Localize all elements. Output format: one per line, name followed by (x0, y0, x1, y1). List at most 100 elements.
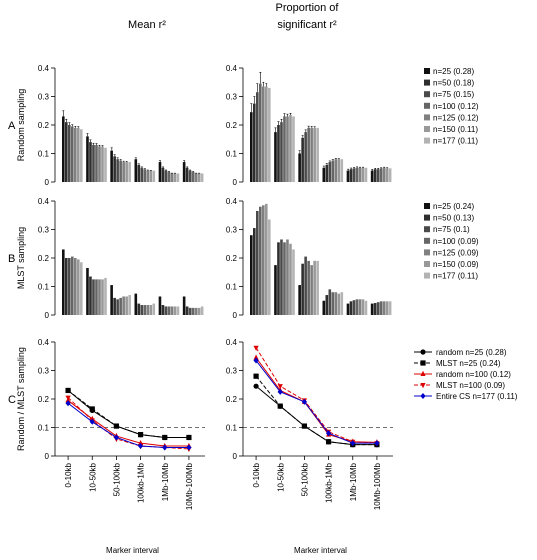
bar (125, 162, 128, 182)
y-tick-label: 0.4 (38, 197, 50, 206)
bar (143, 169, 147, 182)
bar (113, 156, 116, 182)
bar (283, 116, 286, 182)
bar (373, 169, 377, 182)
bar (337, 293, 341, 315)
bar (355, 167, 359, 182)
series-line (255, 357, 377, 443)
y-tick-label: 0 (45, 452, 50, 461)
y-tick-label: 0.3 (38, 93, 50, 102)
legend-label: n=50 (0.13) (433, 214, 474, 223)
bar (256, 92, 259, 182)
column-title-mean: Mean r² (128, 19, 166, 31)
bar (86, 136, 89, 182)
data-point (253, 345, 259, 351)
bar (104, 277, 107, 315)
x-tick-label: 0-10kb (252, 462, 261, 487)
bar (280, 122, 283, 182)
bar (376, 169, 380, 182)
bar (265, 203, 268, 315)
y-tick-label: 0.4 (38, 338, 50, 347)
bar (322, 300, 326, 315)
legend-label: n=75 (0.15) (433, 90, 474, 99)
data-point (253, 354, 259, 360)
bar (388, 168, 392, 182)
y-tick-label: 0.1 (38, 283, 50, 292)
bar (289, 243, 292, 315)
bar (268, 87, 271, 182)
x-tick-label: 10Mb-100Mb (185, 462, 194, 510)
bar (361, 299, 365, 315)
bar (352, 168, 356, 182)
bar (140, 167, 144, 182)
bar (256, 210, 259, 315)
data-point (325, 430, 332, 437)
data-point (65, 395, 71, 401)
bar (89, 142, 92, 182)
legend-swatch (424, 203, 430, 209)
bar (182, 162, 186, 182)
bar (98, 279, 101, 315)
legend-swatch (424, 272, 430, 279)
data-point (301, 423, 308, 429)
data-point (89, 418, 95, 425)
bar (92, 279, 95, 315)
data-point (325, 439, 332, 445)
legend-label: n=177 (0.11) (433, 137, 478, 146)
bar (361, 167, 365, 182)
bar (80, 129, 83, 182)
bar (250, 235, 253, 315)
bar (313, 127, 316, 182)
y-tick-label: 0 (233, 452, 238, 461)
legend-label: n=25 (0.24) (433, 202, 474, 211)
bar (262, 86, 265, 182)
bar (385, 301, 389, 315)
bar (122, 162, 125, 182)
bar (307, 127, 310, 182)
bar (74, 127, 77, 182)
bar (152, 303, 156, 315)
y-tick-label: 0.4 (226, 338, 238, 347)
y-tick-label: 0 (45, 178, 50, 187)
bar (253, 103, 256, 182)
x-axis-label: Marker interval (294, 546, 347, 555)
y-tick-label: 0.1 (226, 283, 238, 292)
y-tick-label: 0.3 (226, 226, 238, 235)
legend-comparison: random n=25 (0.28) MLST n=25 (0.24) random… (414, 348, 518, 401)
panels: 00.10.20.30.400.10.20.30.400.10.20.30.40… (38, 64, 393, 510)
bar (80, 262, 83, 315)
legend-swatch (424, 214, 430, 221)
bar (167, 306, 171, 315)
bar (289, 115, 292, 182)
bar (116, 159, 119, 182)
bar (95, 144, 98, 182)
data-point (277, 403, 283, 409)
bar (352, 300, 356, 315)
bar (283, 242, 286, 315)
bar (62, 249, 65, 315)
legend-swatch (424, 79, 430, 86)
legend-marker (420, 349, 426, 355)
y-tick-label: 0 (45, 311, 50, 320)
bar (385, 168, 389, 182)
bar (119, 160, 122, 182)
bar (185, 306, 189, 315)
x-tick-label: 50-100kb (112, 462, 121, 496)
legend-swatch (424, 237, 430, 244)
bar (134, 293, 138, 315)
legend-swatch (424, 114, 430, 121)
panel-C-prop: 0 0.1 0.2 0.3 0.4 0-10kb 10-50kb 50-100kb 100kb-… (226, 338, 393, 510)
y-tick-label: 0.4 (226, 64, 238, 73)
bar (286, 116, 289, 182)
y-tick-label: 0.2 (226, 254, 238, 263)
bar (197, 307, 201, 315)
legend-label: n=177 (0.11) (433, 272, 478, 281)
y-tick-label: 0.1 (226, 150, 238, 159)
legend-label: random n=25 (0.28) (436, 348, 507, 357)
bar (137, 164, 141, 182)
legend-label: n=150 (0.09) (433, 260, 479, 269)
data-point (277, 388, 283, 395)
bar (274, 265, 277, 315)
bar (280, 239, 283, 315)
